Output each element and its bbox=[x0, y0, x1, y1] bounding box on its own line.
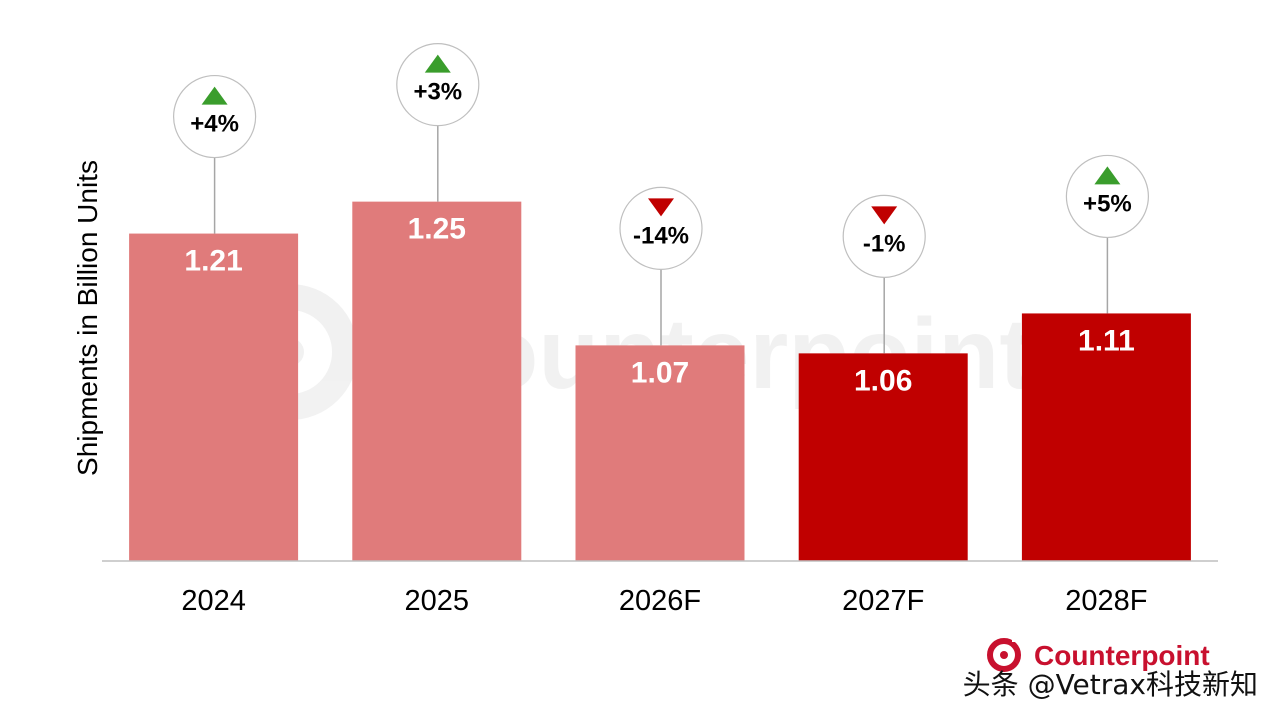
y-axis-label: Shipments in Billion Units bbox=[72, 160, 103, 476]
x-tick-labels: 2024 2025 2026F 2027F 2028F bbox=[181, 585, 1147, 617]
x-tick-label-2027F: 2027F bbox=[842, 585, 924, 617]
yoy-label-2025: +3% bbox=[413, 79, 462, 106]
down-arrow-icon-2027F bbox=[871, 206, 898, 225]
counterpoint-logo-icon bbox=[987, 633, 1021, 672]
up-arrow-icon-2028F bbox=[1094, 166, 1121, 185]
bar-2026F bbox=[575, 345, 745, 561]
brand-logo: Counterpoint bbox=[987, 633, 1210, 672]
yoy-label-2027F: -1% bbox=[863, 230, 906, 257]
value-label-2026F: 1.07 bbox=[631, 356, 689, 389]
yoy-label-2028F: +5% bbox=[1083, 190, 1132, 217]
callout-circle-2027F bbox=[842, 194, 926, 278]
yoy-label-2024: +4% bbox=[190, 111, 239, 138]
bars-layer: 1.21 1.25 1.07 1.06 1.11 bbox=[129, 201, 1191, 561]
yoy-label-2026F: -14% bbox=[633, 222, 689, 249]
x-tick-label-2024: 2024 bbox=[181, 585, 246, 617]
value-label-2027F: 1.06 bbox=[854, 364, 912, 397]
callout-circle-2024 bbox=[173, 74, 257, 159]
bar-2025 bbox=[352, 201, 522, 561]
callout-circle-2028F bbox=[1065, 154, 1150, 239]
bar-2028F bbox=[1021, 313, 1191, 561]
value-label-2025: 1.25 bbox=[408, 213, 466, 246]
x-tick-label-2025: 2025 bbox=[405, 585, 470, 617]
callout-circle-2026F bbox=[619, 186, 703, 270]
up-arrow-icon-2025 bbox=[424, 54, 451, 73]
up-arrow-icon-2024 bbox=[201, 86, 228, 105]
value-label-2024: 1.21 bbox=[184, 245, 242, 278]
brand-logo-text: Counterpoint bbox=[1034, 640, 1210, 671]
bar-2024 bbox=[129, 233, 299, 561]
credit-text: 头条 @Vetrax科技新知 bbox=[963, 668, 1258, 701]
callout-circle-2025 bbox=[396, 43, 480, 127]
callouts-layer: +4% +3% -14% -1% +5% bbox=[173, 43, 1150, 354]
value-label-2028F: 1.11 bbox=[1078, 324, 1135, 357]
x-tick-label-2026F: 2026F bbox=[619, 585, 701, 617]
x-tick-label-2028F: 2028F bbox=[1065, 585, 1147, 617]
down-arrow-icon-2026F bbox=[648, 198, 674, 217]
bar-2027F bbox=[798, 353, 968, 561]
